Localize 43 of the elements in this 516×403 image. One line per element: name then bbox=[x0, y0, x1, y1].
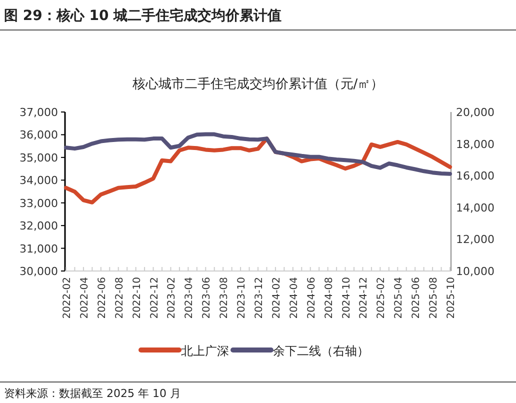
legend-label: 余下二线（右轴） bbox=[273, 344, 369, 358]
y-tick-label: 32,000 bbox=[20, 220, 58, 233]
y-tick-label: 31,000 bbox=[20, 242, 58, 256]
y2-tick-label: 12,000 bbox=[456, 233, 494, 246]
x-tick-label: 2024-08 bbox=[324, 277, 335, 319]
y-tick-label: 35,000 bbox=[20, 151, 58, 164]
x-tick-label: 2022-10 bbox=[132, 277, 143, 319]
legend-label: 北上广深 bbox=[181, 344, 229, 358]
y-tick-label: 30,000 bbox=[20, 265, 58, 278]
y2-tick-label: 14,000 bbox=[456, 201, 494, 214]
y-tick-label: 36,000 bbox=[20, 128, 58, 142]
x-tick-label: 2023-10 bbox=[236, 277, 248, 319]
x-tick-label: 2022-08 bbox=[114, 277, 126, 319]
y2-tick-label: 18,000 bbox=[456, 138, 494, 151]
x-tick-label: 2022-04 bbox=[79, 277, 90, 319]
x-tick-label: 2024-02 bbox=[271, 277, 282, 319]
x-tick-label: 2024-12 bbox=[358, 277, 370, 319]
x-tick-label: 2025-08 bbox=[428, 277, 440, 319]
x-tick-label: 2023-12 bbox=[254, 277, 265, 319]
y2-tick-label: 10,000 bbox=[456, 265, 494, 278]
x-tick-label: 2023-08 bbox=[219, 277, 230, 319]
y2-tick-label: 16,000 bbox=[456, 170, 494, 183]
x-tick-label: 2024-06 bbox=[306, 277, 318, 319]
x-tick-label: 2024-04 bbox=[288, 277, 300, 319]
x-tick-label: 2023-02 bbox=[166, 277, 178, 319]
y2-tick-label: 20,000 bbox=[456, 106, 494, 119]
y-tick-label: 37,000 bbox=[20, 106, 58, 119]
x-tick-label: 2025-10 bbox=[446, 277, 457, 319]
x-tick-label: 2025-04 bbox=[394, 277, 405, 319]
x-tick-label: 2023-04 bbox=[184, 277, 196, 319]
chart-subtitle: 核心城市二手住宅成交均价累计值（元/㎡） bbox=[131, 76, 384, 92]
y-tick-label: 34,000 bbox=[20, 174, 58, 188]
x-tick-label: 2024-10 bbox=[341, 277, 352, 319]
line-series bbox=[64, 132, 452, 176]
chart-title: 图 29：核心 10 城二手住宅成交均价累计值 bbox=[4, 7, 282, 24]
x-tick-label: 2025-02 bbox=[376, 277, 388, 319]
x-tick-label: 2022-02 bbox=[62, 277, 73, 319]
text: 资料来源：数据截至 2025 年 10 月 bbox=[4, 387, 181, 400]
y-tick-label: 33,000 bbox=[20, 196, 58, 210]
x-tick-label: 2025-06 bbox=[411, 277, 422, 319]
x-tick-label: 2023-06 bbox=[202, 277, 213, 319]
x-tick-label: 2022-06 bbox=[96, 277, 108, 319]
x-tick-label: 2022-12 bbox=[149, 277, 160, 319]
